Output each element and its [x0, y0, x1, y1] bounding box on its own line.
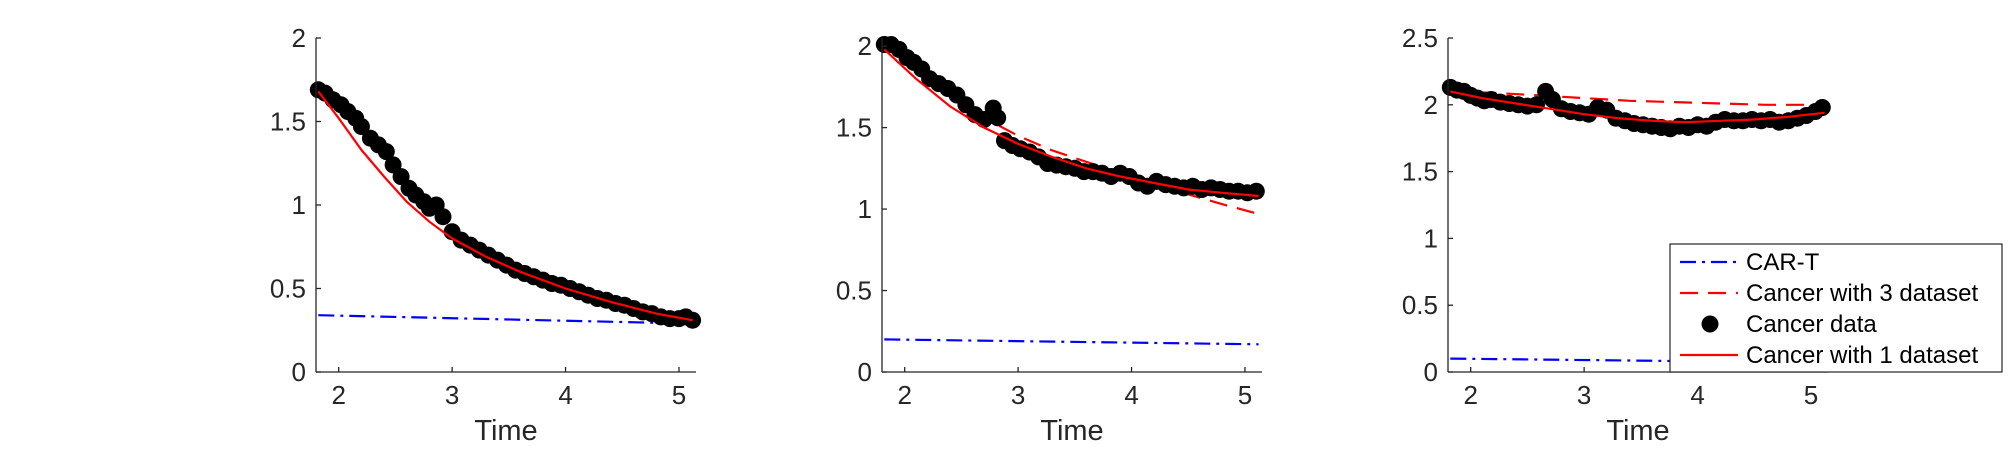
y-tick-label: 1.5: [836, 113, 872, 143]
legend-entry: CAR-T: [1680, 249, 1820, 276]
cart-line: [884, 338, 1259, 346]
y-tick-label: 2: [858, 31, 872, 61]
cancer-data-point: [1813, 99, 1831, 116]
x-tick-label: 2: [1463, 380, 1477, 410]
y-tick-label: 2: [292, 23, 306, 53]
y-tick-label: 0: [1424, 357, 1438, 387]
cancer-data-point: [434, 208, 452, 226]
y-tick-label: 0.5: [836, 276, 872, 306]
y-tick-label: 0: [858, 357, 872, 387]
x-axis-label: Time: [1606, 415, 1669, 447]
x-tick-label: 4: [1124, 380, 1138, 410]
x-tick-label: 5: [672, 380, 686, 410]
x-tick-label: 3: [445, 380, 459, 410]
y-tick-label: 2: [1424, 90, 1438, 120]
cancer-data-point: [1247, 182, 1265, 200]
legend-label: Cancer with 3 dataset: [1746, 280, 1978, 307]
cancer-data-point: [352, 118, 370, 135]
cancer-fit-1-dataset-line: [1450, 90, 1825, 124]
legend-entry: Cancer with 1 dataset: [1680, 342, 1978, 369]
legend: CAR-T Cancer with 3 dataset Cancer data Can…: [1669, 243, 2003, 373]
cancer-data-point: [1528, 96, 1545, 114]
y-tick-label: 2.5: [1402, 23, 1438, 53]
cancer-fit-1-dataset-line: [317, 90, 693, 322]
y-tick-label: 0: [292, 357, 306, 387]
x-axis-label: Time: [1040, 415, 1103, 447]
x-tick-label: 4: [1690, 380, 1704, 410]
y-tick-label: 1: [858, 194, 872, 224]
y-tick-label: 1.5: [270, 107, 306, 137]
cart-line: [318, 314, 693, 325]
y-tick-label: 1: [292, 190, 306, 220]
cancer-fit-1-dataset-line: [883, 48, 1259, 198]
cancer-data-point: [377, 143, 395, 161]
chart-panel-3: 0 0.5 1 1.5 2 2.5 2 3 4 5 Time CAR-T Cancer with 3 d…: [1402, 23, 2003, 447]
legend-label: CAR-T: [1746, 249, 1820, 276]
cancer-fit-3-dataset-line: [883, 45, 1259, 216]
chart-panel-2: 0 0.5 1 1.5 2 2 3 4 5 Time: [836, 31, 1265, 447]
legend-entry: Cancer data: [1701, 311, 1877, 338]
x-tick-label: 2: [331, 380, 345, 410]
chart-panel-1: 0 0.5 1 1.5 2 2 3 4 5 Time: [270, 23, 702, 447]
cancer-fit-3-dataset-line: [1450, 90, 1825, 106]
y-tick-label: 1: [1424, 223, 1438, 253]
y-tick-label: 1.5: [1402, 157, 1438, 187]
x-tick-label: 3: [1011, 380, 1025, 410]
legend-label: Cancer with 1 dataset: [1746, 342, 1978, 369]
legend-label: Cancer data: [1746, 311, 1877, 338]
y-tick-label: 0.5: [270, 274, 306, 304]
x-tick-label: 4: [558, 380, 572, 410]
x-tick-label: 5: [1804, 380, 1818, 410]
legend-box: [1669, 243, 2003, 373]
y-tick-label: 0.5: [1402, 290, 1438, 320]
legend-entry: Cancer with 3 dataset: [1680, 280, 1978, 307]
x-tick-label: 2: [897, 380, 911, 410]
x-tick-label: 5: [1238, 380, 1252, 410]
legend-marker-icon: [1701, 315, 1719, 333]
x-axis-label: Time: [474, 415, 537, 447]
cancer-data-point: [989, 109, 1007, 127]
x-tick-label: 3: [1577, 380, 1591, 410]
